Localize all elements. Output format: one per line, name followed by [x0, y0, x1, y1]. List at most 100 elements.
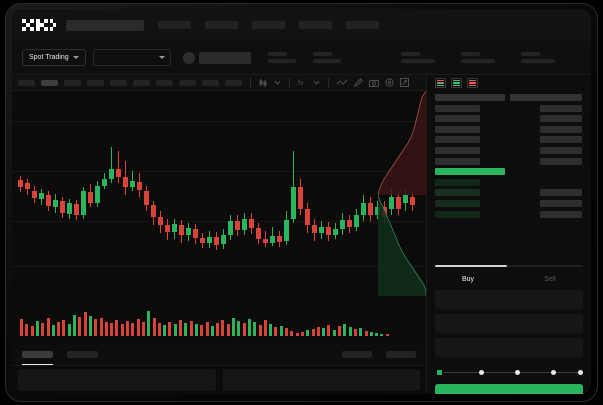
- order-price-input[interactable]: [435, 290, 583, 309]
- candle-body: [172, 224, 177, 232]
- tab-buy[interactable]: Buy: [461, 276, 475, 283]
- volume-bar: [136, 319, 140, 336]
- candle-body: [221, 235, 226, 244]
- candle-body: [347, 220, 352, 227]
- timeframe-button-9[interactable]: [202, 79, 219, 86]
- order-amount-input[interactable]: [435, 314, 583, 333]
- ask-price: [435, 115, 480, 123]
- slider-step-75[interactable]: [551, 370, 556, 375]
- indicator-icon[interactable]: fx: [298, 78, 307, 87]
- candlestick-icon[interactable]: [259, 78, 268, 87]
- price-chart[interactable]: [12, 91, 426, 296]
- order-amount-slider[interactable]: [435, 367, 583, 378]
- volume-bar: [221, 320, 225, 336]
- orderbook-scrollbar[interactable]: [435, 265, 583, 267]
- orderbook-ask-row[interactable]: [435, 146, 583, 154]
- candle-body: [312, 225, 317, 233]
- top-navigation-bar: [12, 9, 591, 41]
- orderbook-asks-icon[interactable]: [467, 78, 478, 88]
- line-tool-icon[interactable]: [337, 79, 348, 86]
- chevron-down-icon[interactable]: [313, 80, 320, 85]
- timeframe-button-6[interactable]: [133, 79, 150, 86]
- candle-body: [109, 169, 114, 179]
- nav-item-3[interactable]: [252, 21, 285, 29]
- bottom-panel-2[interactable]: [222, 369, 420, 391]
- pencil-icon[interactable]: [354, 78, 363, 87]
- candle-body: [270, 236, 275, 243]
- chevron-down-icon[interactable]: [274, 80, 281, 85]
- volume-bar: [78, 317, 82, 336]
- volume-bar: [110, 323, 114, 336]
- volume-bar: [120, 324, 124, 336]
- slider-step-25[interactable]: [479, 370, 484, 375]
- candle-body: [123, 177, 128, 187]
- timeframe-button-5[interactable]: [110, 79, 127, 86]
- trading-pair-dropdown[interactable]: [92, 49, 171, 66]
- candle-body: [228, 221, 233, 235]
- candle-body: [25, 183, 30, 189]
- timeframe-button-8[interactable]: [179, 79, 196, 86]
- timeframe-button-10[interactable]: [225, 79, 242, 86]
- orderbook-bid-row[interactable]: [435, 199, 583, 207]
- candle-body: [39, 193, 44, 199]
- bottom-tab-right-2[interactable]: [386, 351, 416, 358]
- candle-body: [333, 229, 338, 235]
- camera-icon[interactable]: [369, 79, 379, 87]
- bottom-tab-1[interactable]: [22, 351, 53, 365]
- volume-bar: [306, 330, 310, 336]
- ask-price: [435, 157, 480, 165]
- bottom-panel-1[interactable]: [18, 369, 216, 391]
- timeframe-button-4[interactable]: [87, 79, 104, 86]
- nav-item-5[interactable]: [346, 21, 379, 29]
- volume-bar: [20, 319, 23, 336]
- volume-bar: [30, 326, 34, 336]
- volume-bar: [226, 324, 230, 336]
- orderbook-bid-row[interactable]: [435, 210, 583, 218]
- volume-bar: [348, 327, 352, 336]
- nav-item-2[interactable]: [205, 21, 238, 29]
- bottom-tab-2[interactable]: [67, 351, 98, 358]
- timeframe-button-7[interactable]: [156, 79, 173, 86]
- bottom-tab-right-1[interactable]: [342, 351, 372, 358]
- timeframe-button-2[interactable]: [41, 79, 58, 86]
- order-book[interactable]: [427, 91, 591, 261]
- order-total-input[interactable]: [435, 338, 583, 357]
- orderbook-ask-row[interactable]: [435, 104, 583, 112]
- candlestick-series: [12, 91, 426, 296]
- nav-item-4[interactable]: [299, 21, 332, 29]
- ask-amount: [540, 146, 582, 154]
- stat-label: [520, 52, 540, 56]
- volume-bar: [131, 323, 135, 336]
- orderbook-bid-row[interactable]: [435, 178, 583, 186]
- trading-mode-dropdown[interactable]: Spot Trading: [22, 49, 86, 66]
- timeframe-button-3[interactable]: [64, 79, 81, 86]
- volume-bar: [247, 319, 251, 336]
- slider-step-100[interactable]: [578, 370, 583, 375]
- orderbook-ask-row[interactable]: [435, 115, 583, 123]
- slider-handle[interactable]: [435, 368, 444, 377]
- ask-amount: [540, 104, 582, 112]
- search-input[interactable]: [66, 19, 144, 31]
- orderbook-ask-row[interactable]: [435, 125, 583, 133]
- tab-sell[interactable]: Sell: [544, 276, 556, 283]
- orderbook-bids-icon[interactable]: [451, 78, 462, 88]
- orderbook-ask-row[interactable]: [435, 157, 583, 165]
- nav-item-1[interactable]: [158, 21, 191, 29]
- volume-bar: [141, 322, 145, 336]
- settings-icon[interactable]: [385, 78, 394, 87]
- coin-avatar: [182, 51, 195, 64]
- volume-bar: [179, 320, 182, 336]
- fullscreen-icon[interactable]: [400, 78, 409, 87]
- candle-body: [18, 180, 23, 187]
- okx-logo-icon[interactable]: [22, 19, 56, 31]
- candle-body: [319, 227, 324, 233]
- timeframe-button-1[interactable]: [18, 79, 35, 86]
- orderbook-bid-row[interactable]: [435, 189, 583, 197]
- orderbook-ask-row[interactable]: [435, 136, 583, 144]
- slider-step-50[interactable]: [515, 370, 520, 375]
- orderbook-both-icon[interactable]: [435, 78, 446, 88]
- submit-buy-button[interactable]: [435, 384, 583, 394]
- candle-body: [46, 195, 51, 206]
- candle-wick: [118, 151, 119, 183]
- ask-amount: [540, 136, 582, 144]
